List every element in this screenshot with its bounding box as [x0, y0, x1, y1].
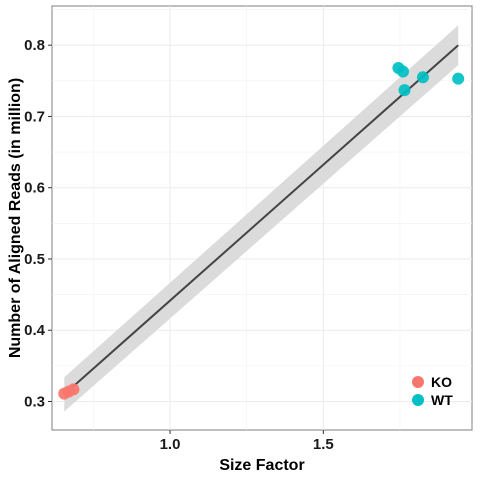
y-tick-label: 0.5 — [24, 251, 45, 268]
y-tick-label: 0.4 — [24, 322, 46, 339]
y-tick-label: 0.3 — [24, 393, 45, 410]
legend-key-ko — [412, 376, 424, 388]
y-tick-label: 0.8 — [24, 37, 45, 54]
x-axis: 1.0 1.5 — [160, 430, 334, 453]
y-tick-label: 0.6 — [24, 180, 45, 197]
data-point-wt — [398, 84, 411, 97]
legend-label-wt: WT — [431, 392, 453, 408]
y-axis-title: Number of Aligned Reads (in million) — [7, 78, 24, 358]
confidence-band-area — [64, 25, 459, 412]
data-point-wt — [397, 65, 410, 78]
x-tick-label: 1.0 — [160, 436, 181, 453]
confidence-band — [64, 25, 459, 412]
data-point-wt — [452, 72, 465, 85]
trend-line — [63, 44, 459, 396]
data-points — [58, 61, 465, 400]
x-axis-title: Size Factor — [219, 457, 304, 474]
legend: KO WT — [412, 374, 453, 408]
legend-key-wt — [412, 394, 424, 406]
y-tick-label: 0.7 — [24, 108, 45, 125]
x-tick-label: 1.5 — [313, 436, 334, 453]
data-point-wt — [416, 71, 429, 84]
data-point-ko — [67, 383, 80, 396]
y-axis: 0.3 0.4 0.5 0.6 0.7 0.8 — [24, 37, 52, 410]
legend-label-ko: KO — [431, 374, 452, 390]
trend-line-group — [63, 44, 459, 396]
